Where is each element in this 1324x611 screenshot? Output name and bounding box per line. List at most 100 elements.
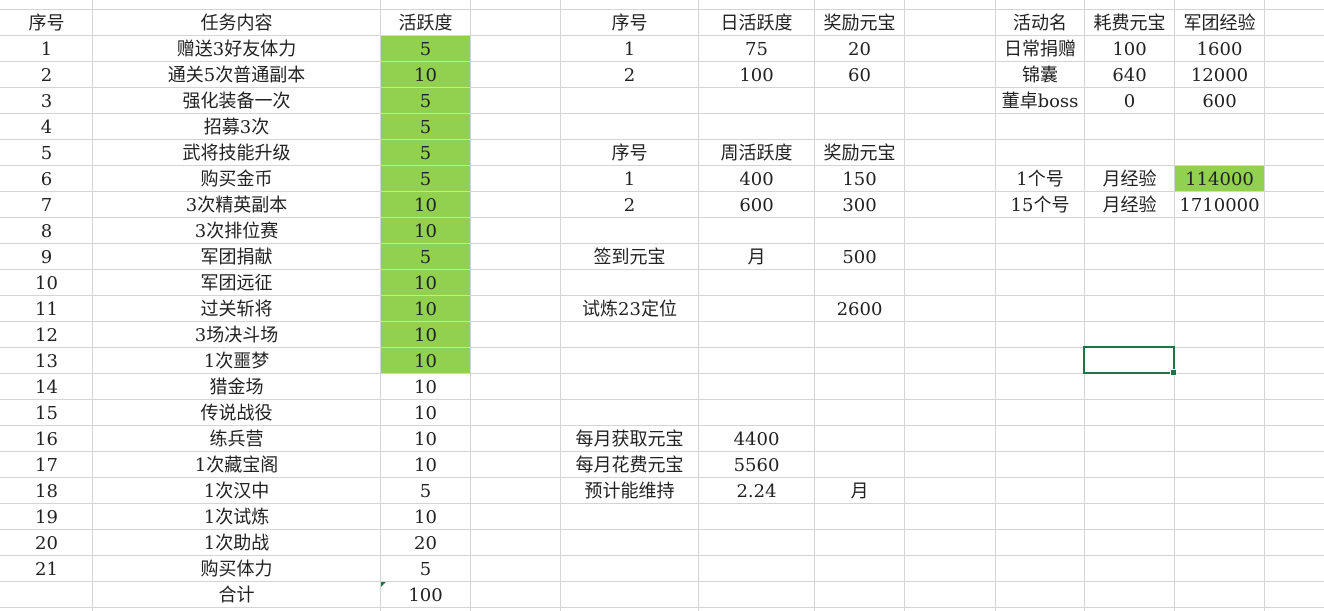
task-cell[interactable]: 5	[40, 143, 53, 164]
task-cell[interactable]: 3次精英副本	[185, 195, 288, 216]
exp-cell[interactable]: 114000	[1175, 166, 1264, 191]
activity-cell[interactable]: 100	[1112, 39, 1147, 60]
task-cell[interactable]: 4	[40, 117, 53, 138]
activity-value-cell[interactable]: 10	[381, 348, 470, 373]
activity-cell[interactable]: 0	[1123, 91, 1136, 112]
task-cell[interactable]: 14	[35, 377, 58, 398]
task-cell[interactable]: 20	[35, 533, 58, 554]
daily-reward-cell[interactable]: 60	[848, 65, 871, 86]
task-cell[interactable]: 通关5次普通副本	[167, 65, 306, 86]
task-cell[interactable]: 1	[40, 39, 53, 60]
task-cell[interactable]: 1次助战	[203, 533, 270, 554]
activity-value-cell[interactable]: 10	[381, 270, 470, 295]
duration-value[interactable]: 2.24	[736, 481, 777, 502]
task-cell[interactable]: 1次藏宝阁	[194, 455, 279, 476]
exp-cell[interactable]: 月经验	[1102, 169, 1157, 190]
task-cell[interactable]: 传说战役	[200, 403, 273, 424]
duration-unit[interactable]: 月	[850, 481, 869, 502]
activity-value-cell[interactable]: 10	[414, 429, 437, 450]
activity-value-cell[interactable]: 5	[381, 114, 470, 139]
task-cell[interactable]: 军团远征	[200, 273, 273, 294]
activity-value-cell[interactable]: 20	[414, 533, 437, 554]
weekly-header-cell[interactable]: 周活跃度	[720, 143, 793, 164]
task-cell[interactable]: 购买金币	[200, 169, 273, 190]
exp-cell[interactable]: 1个号	[1016, 169, 1064, 190]
task-header-cell[interactable]: 活跃度	[398, 13, 453, 34]
task-cell[interactable]: 21	[35, 559, 58, 580]
activity-header-cell[interactable]: 军团经验	[1183, 13, 1256, 34]
exp-cell[interactable]: 1710000	[1179, 195, 1260, 216]
monthly-spend-value[interactable]: 5560	[733, 455, 780, 476]
activity-value-cell[interactable]: 10	[381, 218, 470, 243]
total-label-cell[interactable]: 合计	[218, 585, 255, 606]
activity-value-cell[interactable]: 10	[414, 455, 437, 476]
daily-reward-cell[interactable]: 2	[623, 65, 636, 86]
daily-reward-cell[interactable]: 100	[739, 65, 774, 86]
task-cell[interactable]: 13	[35, 351, 58, 372]
task-cell[interactable]: 18	[35, 481, 58, 502]
activity-value-cell[interactable]: 10	[381, 296, 470, 321]
activity-header-cell[interactable]: 活动名	[1013, 13, 1067, 34]
monthly-income-label[interactable]: 每月获取元宝	[575, 429, 684, 450]
task-cell[interactable]: 6	[40, 169, 53, 190]
signin-period-cell[interactable]: 月	[747, 247, 766, 268]
task-cell[interactable]: 购买体力	[200, 559, 273, 580]
empty-cell[interactable]	[1, 582, 92, 607]
total-value-cell[interactable]: 100	[408, 585, 443, 606]
activity-cell[interactable]: 锦囊	[1022, 65, 1058, 86]
activity-value-cell[interactable]: 10	[381, 322, 470, 347]
weekly-reward-cell[interactable]: 400	[739, 169, 774, 190]
task-cell[interactable]: 8	[40, 221, 53, 242]
activity-value-cell[interactable]: 10	[414, 403, 437, 424]
task-cell[interactable]: 10	[35, 273, 58, 294]
daily-reward-cell[interactable]: 20	[848, 39, 871, 60]
task-cell[interactable]: 猎金场	[209, 377, 264, 398]
weekly-header-cell[interactable]: 序号	[611, 143, 648, 164]
activity-value-cell[interactable]: 10	[414, 377, 437, 398]
task-cell[interactable]: 19	[35, 507, 58, 528]
daily-header-cell[interactable]: 日活跃度	[720, 13, 793, 34]
activity-cell[interactable]: 640	[1112, 65, 1147, 86]
task-cell[interactable]: 3次排位赛	[194, 221, 279, 242]
task-header-cell[interactable]: 序号	[28, 13, 65, 34]
task-cell[interactable]: 强化装备一次	[182, 91, 291, 112]
activity-value-cell[interactable]: 5	[381, 166, 470, 191]
task-cell[interactable]: 1次试炼	[203, 507, 270, 528]
daily-header-cell[interactable]: 序号	[611, 13, 648, 34]
daily-reward-cell[interactable]: 1	[623, 39, 636, 60]
task-cell[interactable]: 11	[35, 299, 58, 320]
weekly-reward-cell[interactable]: 150	[842, 169, 877, 190]
signin-label-cell[interactable]: 签到元宝	[593, 247, 666, 268]
activity-value-cell[interactable]: 5	[381, 140, 470, 165]
task-cell[interactable]: 2	[40, 65, 53, 86]
monthly-spend-label[interactable]: 每月花费元宝	[575, 455, 684, 476]
trial-value-cell[interactable]: 2600	[836, 299, 883, 320]
exp-cell[interactable]: 月经验	[1102, 195, 1157, 216]
activity-cell[interactable]: 600	[1202, 91, 1237, 112]
monthly-income-value[interactable]: 4400	[733, 429, 780, 450]
activity-value-cell[interactable]: 10	[414, 507, 437, 528]
weekly-header-cell[interactable]: 奖励元宝	[823, 143, 896, 164]
task-cell[interactable]: 16	[35, 429, 58, 450]
task-cell[interactable]: 12	[35, 325, 58, 346]
activity-value-cell[interactable]: 5	[381, 88, 470, 113]
task-cell[interactable]: 过关斩将	[200, 299, 273, 320]
daily-header-cell[interactable]: 奖励元宝	[823, 13, 896, 34]
task-cell[interactable]: 1次汉中	[203, 481, 270, 502]
trial-label-cell[interactable]: 试炼23定位	[582, 299, 677, 320]
task-cell[interactable]: 练兵营	[209, 429, 264, 450]
task-cell[interactable]: 武将技能升级	[182, 143, 291, 164]
weekly-reward-cell[interactable]: 600	[739, 195, 774, 216]
weekly-reward-cell[interactable]: 1	[623, 169, 636, 190]
exp-cell[interactable]: 15个号	[1010, 195, 1070, 216]
task-cell[interactable]: 1次噩梦	[203, 351, 270, 372]
weekly-reward-cell[interactable]: 300	[842, 195, 877, 216]
task-cell[interactable]: 军团捐献	[200, 247, 273, 268]
selected-cell[interactable]	[1083, 346, 1177, 376]
task-cell[interactable]: 15	[35, 403, 58, 424]
task-header-cell[interactable]: 任务内容	[200, 13, 273, 34]
task-cell[interactable]: 3	[40, 91, 53, 112]
activity-value-cell[interactable]: 5	[381, 36, 470, 61]
activity-value-cell[interactable]: 10	[381, 192, 470, 217]
task-cell[interactable]: 招募3次	[203, 117, 270, 138]
